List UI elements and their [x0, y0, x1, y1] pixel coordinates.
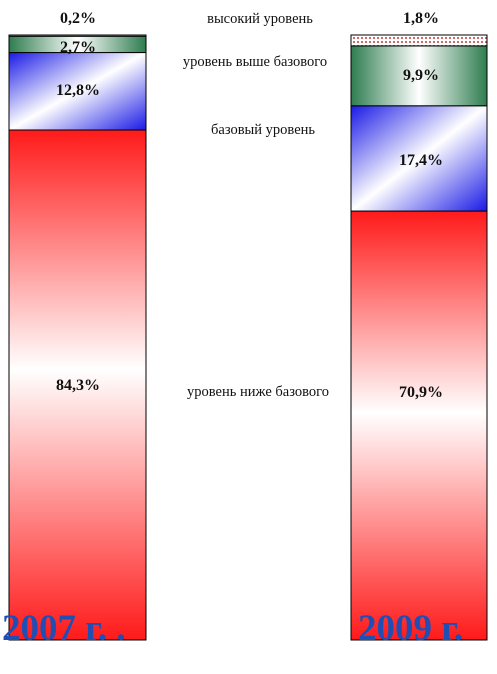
legend-label-below-basic: уровень ниже базового — [187, 384, 329, 400]
bar-segment-high-2009 — [350, 34, 488, 47]
value-label-above-basic-2007: 2,7% — [60, 39, 96, 56]
value-label-below-basic-2009: 70,9% — [399, 384, 443, 401]
value-label-above-basic-2009: 9,9% — [403, 67, 439, 84]
value-label-high-2009: 1,8% — [403, 10, 439, 27]
bars-layer — [8, 34, 488, 641]
legend-label-high: высокий уровень — [207, 11, 313, 27]
value-labels-layer: 84,3% 70,9% 12,8% 17,4% 2,7% 9,9% 0,2% 1,8% — [56, 10, 443, 401]
bar-segment-below-basic-2007 — [8, 129, 147, 641]
year-label-2007: 2007 г. . — [2, 608, 126, 649]
value-label-high-2007: 0,2% — [60, 10, 96, 27]
value-label-below-basic-2007: 84,3% — [56, 377, 100, 394]
value-label-basic-2009: 17,4% — [399, 152, 443, 169]
bar-segment-above-basic-2009 — [350, 45, 488, 107]
bar-segment-high-2007 — [8, 34, 147, 37]
value-label-basic-2007: 12,8% — [56, 82, 100, 99]
legend-label-above-basic: уровень выше базового — [183, 54, 327, 70]
bar-segment-below-basic-2009 — [350, 210, 488, 641]
bar-segment-basic-2007 — [8, 52, 147, 131]
legend-label-basic: базовый уровень — [211, 122, 315, 138]
year-label-2009: 2009 г. — [358, 608, 464, 649]
category-legend: уровень ниже базового базовый уровень уров… — [183, 11, 329, 400]
bar-segment-basic-2009 — [350, 105, 488, 212]
